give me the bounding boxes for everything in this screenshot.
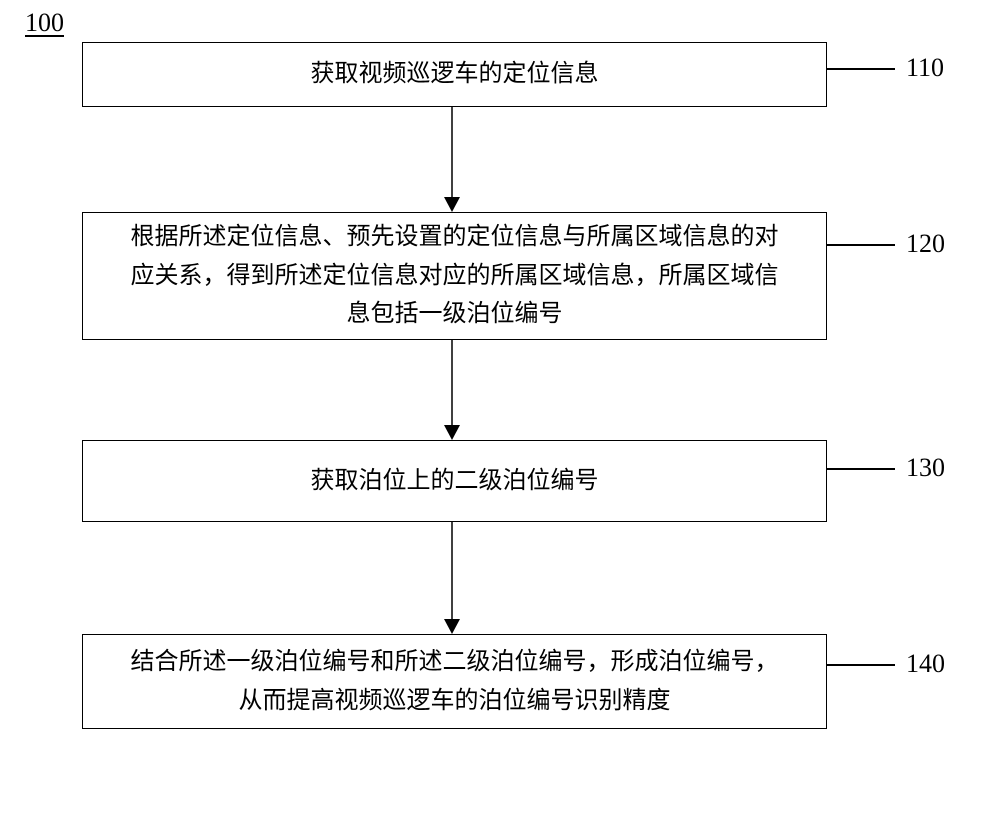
arrow-130-140 xyxy=(444,522,460,634)
leader-line-110 xyxy=(827,68,895,70)
leader-line-130 xyxy=(827,468,895,470)
arrow-110-120 xyxy=(444,107,460,212)
box-text: 结合所述一级泊位编号和所述二级泊位编号，形成泊位编号， 从而提高视频巡逻车的泊位… xyxy=(103,643,806,720)
leader-line-140 xyxy=(827,664,895,666)
flowchart-box-130: 获取泊位上的二级泊位编号 xyxy=(82,440,827,522)
box-label-140: 140 xyxy=(906,649,945,679)
flowchart-box-140: 结合所述一级泊位编号和所述二级泊位编号，形成泊位编号， 从而提高视频巡逻车的泊位… xyxy=(82,634,827,729)
box-label-120: 120 xyxy=(906,229,945,259)
flowchart-box-120: 根据所述定位信息、预先设置的定位信息与所属区域信息的对 应关系，得到所述定位信息… xyxy=(82,212,827,340)
box-label-130: 130 xyxy=(906,453,945,483)
arrow-120-130 xyxy=(444,340,460,440)
figure-number: 100 xyxy=(25,8,64,38)
flowchart-box-110: 获取视频巡逻车的定位信息 xyxy=(82,42,827,107)
box-text: 获取视频巡逻车的定位信息 xyxy=(311,55,599,93)
flowchart-container: 100 获取视频巡逻车的定位信息 110 根据所述定位信息、预先设置的定位信息与… xyxy=(0,0,1000,817)
box-text: 根据所述定位信息、预先设置的定位信息与所属区域信息的对 应关系，得到所述定位信息… xyxy=(103,218,806,333)
leader-line-120 xyxy=(827,244,895,246)
box-text: 获取泊位上的二级泊位编号 xyxy=(311,462,599,500)
box-label-110: 110 xyxy=(906,53,944,83)
